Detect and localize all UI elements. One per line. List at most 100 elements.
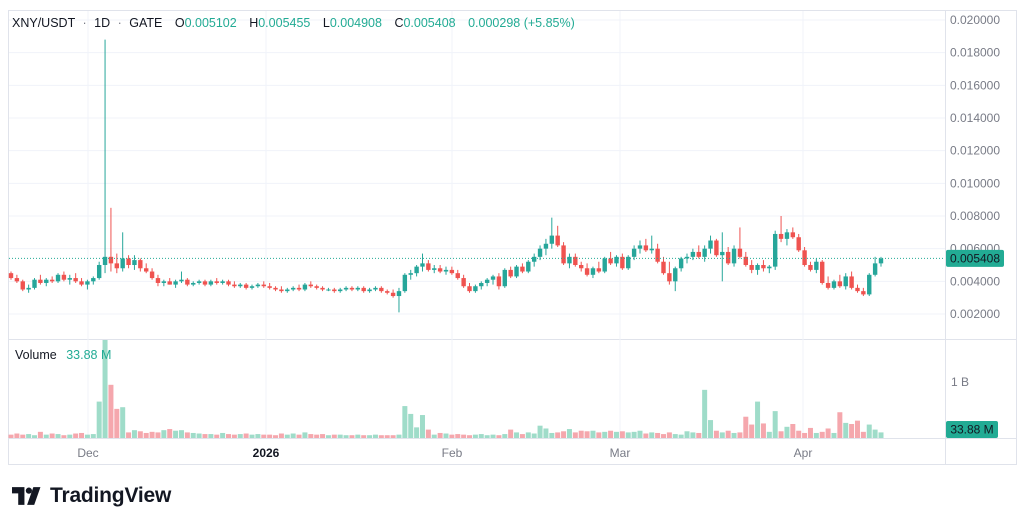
candle-body <box>379 287 384 292</box>
brand[interactable]: TradingView <box>12 484 171 508</box>
candle-body <box>91 278 96 282</box>
volume-axis[interactable]: 1 B <box>951 375 969 389</box>
volume-bar <box>131 430 137 438</box>
candle-body <box>73 278 78 282</box>
candle-body <box>249 286 255 288</box>
candle-body <box>867 274 872 295</box>
volume-bar <box>43 434 49 438</box>
candle-body <box>772 233 778 267</box>
candle-body <box>484 279 490 283</box>
candle-body <box>608 258 613 264</box>
candle-body <box>473 286 478 292</box>
candle-body <box>620 256 625 269</box>
volume-bar <box>73 433 79 438</box>
volume-bar <box>443 433 449 438</box>
legend-close-value: 0.005408 <box>403 16 455 30</box>
price-axis-label: 0.020000 <box>950 13 1000 27</box>
candle-body <box>261 284 266 287</box>
volume-bar <box>414 427 420 438</box>
volume-bar <box>813 432 819 438</box>
volume-bar <box>790 424 796 438</box>
volume-bar <box>484 435 490 438</box>
candle-body <box>778 233 784 239</box>
candle-body <box>343 287 349 290</box>
volume-bar <box>819 431 825 438</box>
candle-body <box>637 245 643 249</box>
volume-bar <box>725 430 731 438</box>
candle-body <box>255 284 261 287</box>
volume-bar <box>425 429 431 438</box>
candle-body <box>373 287 378 290</box>
candle-body <box>326 289 331 291</box>
price-axis[interactable]: 0.0020000.0040000.0060000.0080000.010000… <box>950 13 1000 321</box>
candle-body <box>561 245 566 264</box>
volume-bar <box>249 434 255 438</box>
candle-body <box>202 281 208 285</box>
volume-bar <box>108 384 114 438</box>
price-axis-label: 0.010000 <box>950 176 1000 190</box>
legend-high-label: H <box>249 16 258 30</box>
volume-bar <box>766 431 772 438</box>
volume-bar <box>731 432 737 438</box>
volume-bar <box>613 431 619 438</box>
candle-body <box>396 291 402 297</box>
volume-legend-label[interactable]: Volume <box>15 348 57 362</box>
volume-bar <box>390 435 396 438</box>
candle-body <box>385 291 390 293</box>
candle-body <box>296 287 302 290</box>
legend-low-label: L <box>323 16 330 30</box>
volume-bar <box>325 435 331 438</box>
last-price-badge: 0.005408 <box>946 249 1004 267</box>
volume-bar <box>555 432 561 438</box>
volume-bar <box>173 430 179 438</box>
candle-body <box>467 286 472 292</box>
candle-body <box>314 286 319 288</box>
candle-body <box>802 250 807 265</box>
candle-body <box>179 279 184 282</box>
candle-body <box>537 248 543 257</box>
volume-bar <box>120 407 126 438</box>
price-axis-label: 0.012000 <box>950 144 1000 158</box>
legend: XNY/USDT · 1D · GATE O0.005102 H0.005455… <box>12 16 575 30</box>
volume-bar <box>196 433 202 438</box>
legend-symbol[interactable]: XNY/USDT <box>12 16 76 30</box>
volume-bar <box>743 416 749 438</box>
volume-bar <box>84 434 90 438</box>
candle-body <box>849 276 854 288</box>
candle-body <box>102 256 108 265</box>
candle-body <box>290 287 296 290</box>
candle-body <box>132 260 137 265</box>
legend-high-value: 0.005455 <box>258 16 310 30</box>
legend-interval: 1D <box>94 16 110 30</box>
candle-body <box>714 240 719 256</box>
volume-bar <box>161 430 167 438</box>
time-axis[interactable]: Dec 2026 Feb Mar Apr <box>77 446 812 460</box>
candle-body <box>114 263 120 269</box>
candle-body <box>696 251 701 257</box>
price-axis-label: 0.014000 <box>950 111 1000 125</box>
volume-bar <box>231 434 237 438</box>
volume-bar <box>296 434 302 438</box>
candle-body <box>508 269 513 277</box>
candle-body <box>349 287 355 290</box>
price-axis-label: 0.018000 <box>950 46 1000 60</box>
candle-body <box>502 269 507 287</box>
candle-body <box>108 256 114 264</box>
candle-body <box>720 251 725 256</box>
candle-body <box>402 274 408 292</box>
volume-bar <box>467 435 473 438</box>
candle-body <box>79 281 84 285</box>
volume-bar <box>419 415 425 438</box>
volume-bar <box>384 435 390 438</box>
volume-bar <box>290 433 296 438</box>
volume-bar <box>155 432 161 438</box>
legend-sep-1: · <box>82 16 86 30</box>
volume-bar <box>237 434 243 438</box>
candle-body <box>667 273 672 282</box>
chart-frame[interactable]: 0.0020000.0040000.0060000.0080000.010000… <box>0 0 1024 470</box>
candle-body <box>38 279 43 283</box>
volume-bar <box>531 433 537 438</box>
volume-bar <box>502 434 508 438</box>
candle-body <box>878 258 884 264</box>
candle-body <box>861 291 866 295</box>
